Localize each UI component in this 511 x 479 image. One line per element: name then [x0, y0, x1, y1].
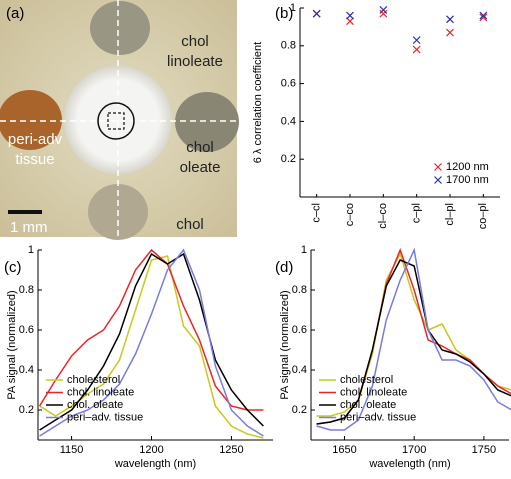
y-tick-label: 1 — [301, 244, 307, 256]
well — [90, 1, 150, 55]
y-tick-label: 0.4 — [19, 364, 34, 376]
x-tick-label: 1750 — [472, 444, 496, 456]
legend-label: peri–adv. tissue — [340, 411, 416, 423]
photo-label: tissue — [15, 151, 54, 168]
series-line — [316, 247, 511, 431]
marker — [446, 15, 454, 24]
photo-label: peri-adv — [8, 131, 63, 148]
legend-label: cholesterol — [67, 374, 120, 386]
y-tick-label: 0.8 — [292, 284, 307, 296]
x-tick-label: c–cl — [311, 203, 323, 223]
panel-label: (a) — [6, 5, 24, 22]
x-tick-label: cl–pl — [444, 203, 456, 226]
marker — [346, 17, 354, 26]
photo-label: chol — [181, 33, 209, 50]
legend-label: 1200 nm — [446, 161, 489, 173]
marker — [479, 11, 488, 20]
marker — [379, 9, 388, 18]
x-axis-label: wavelength (nm) — [368, 458, 450, 470]
marker — [412, 36, 421, 45]
x-tick-label: c–co — [344, 203, 356, 226]
marker — [379, 5, 388, 14]
legend-marker — [434, 176, 442, 184]
y-tick-label: 0.6 — [292, 324, 307, 336]
series-line — [39, 255, 264, 439]
x-tick-label: c–pl — [411, 203, 423, 223]
y-tick-label: 0.4 — [292, 364, 307, 376]
x-axis-label: wavelength (nm) — [114, 458, 196, 470]
legend-label: chol. oleate — [340, 399, 396, 411]
legend-label: chol. linoleate — [340, 386, 407, 398]
panel-label: (d) — [275, 259, 293, 276]
y-axis-label: PA signal (normalized) — [279, 290, 291, 399]
series-line — [38, 248, 264, 411]
scale-label: 1 mm — [10, 219, 48, 236]
photo-label: linoleate — [167, 53, 223, 70]
marker — [346, 11, 354, 20]
photo-label: chol — [176, 216, 204, 233]
y-tick-label: 0.6 — [281, 78, 296, 90]
y-tick-label: 0.6 — [19, 324, 34, 336]
y-tick-label: 0.2 — [292, 404, 307, 416]
legend-marker — [434, 163, 442, 171]
y-tick-label: 0.4 — [281, 115, 296, 127]
marker — [479, 13, 488, 22]
marker — [312, 9, 321, 18]
panel-label: (b) — [275, 5, 293, 22]
roi-square — [107, 112, 125, 130]
photo-label: chol — [186, 139, 214, 156]
y-axis-label: PA signal (normalized) — [6, 290, 18, 399]
series-line — [39, 252, 264, 431]
y-tick-label: 0.2 — [19, 404, 34, 416]
x-tick-label: cl–co — [377, 203, 389, 229]
y-axis-label: 6 λ correlation coefficient — [252, 42, 264, 163]
legend-label: cholesterol — [340, 374, 393, 386]
y-tick-label: 0.2 — [281, 153, 296, 165]
x-tick-label: 1150 — [60, 444, 84, 456]
well — [0, 90, 62, 150]
series-line — [39, 248, 264, 437]
x-tick-label: 1700 — [402, 444, 426, 456]
y-tick-label: 1 — [290, 2, 296, 14]
y-tick-label: 0.8 — [281, 40, 296, 52]
legend-label: chol. oleate — [67, 399, 123, 411]
well — [175, 92, 239, 152]
panel-label: (c) — [4, 259, 22, 276]
y-tick-label: 0.8 — [19, 284, 34, 296]
photo-label: oleate — [180, 159, 221, 176]
legend-label: 1700 nm — [446, 174, 489, 186]
x-tick-label: 1650 — [332, 444, 356, 456]
x-tick-label: 1200 — [139, 444, 163, 456]
marker — [446, 28, 454, 37]
y-tick-label: 1 — [28, 244, 34, 256]
series-line — [316, 259, 511, 425]
legend-label: chol. linoleate — [67, 386, 134, 398]
marker — [412, 45, 421, 54]
x-tick-label: 1250 — [219, 444, 243, 456]
roi-circle — [97, 102, 135, 140]
legend-label: peri–adv. tissue — [67, 411, 143, 423]
x-tick-label: co–pl — [477, 203, 489, 229]
photo: (a) 1 mm — [0, 0, 239, 240]
